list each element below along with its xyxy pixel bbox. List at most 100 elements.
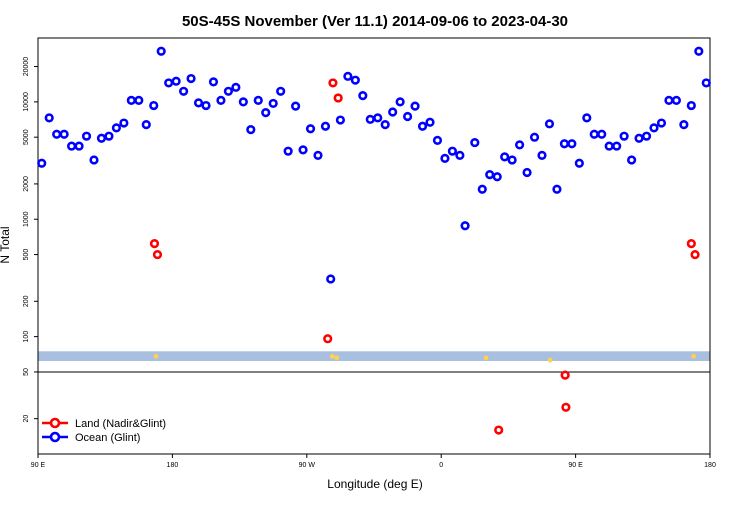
plot-frame [37, 37, 711, 455]
ocean-point [514, 140, 525, 150]
x-axis-title: Longitude (deg E) [327, 477, 422, 491]
ocean-point [335, 115, 346, 125]
ocean-point [246, 125, 256, 135]
ocean-point [89, 155, 99, 165]
y-tick-label: 50 [23, 368, 30, 376]
ocean-point [485, 170, 495, 180]
ocean-point [186, 73, 196, 84]
yellow-markers [153, 353, 696, 363]
ocean-point [179, 86, 189, 96]
ocean-point [686, 100, 696, 111]
ocean-point [52, 129, 62, 139]
ocean-point [373, 113, 383, 123]
ocean-point [350, 75, 360, 85]
y-tick-label: 2000 [23, 176, 30, 192]
ocean-point [552, 184, 562, 194]
x-tick-label: 180 [167, 462, 179, 469]
ocean-point [522, 167, 532, 178]
y-tick-label: 5000 [23, 129, 30, 145]
ocean-point [313, 150, 323, 160]
land-point [149, 239, 160, 249]
ocean-point [126, 95, 136, 105]
yellow-marker [691, 353, 696, 359]
ocean-point [81, 131, 92, 141]
ocean-point [149, 100, 159, 111]
land-point [494, 425, 504, 435]
ocean-point [223, 86, 233, 96]
ocean-point [492, 172, 502, 182]
ocean-point [574, 158, 584, 168]
ocean-point [604, 141, 614, 151]
y-axis: 20 50 100 200 500 1000 2000 5000 10000 20000 [23, 57, 38, 423]
land-point [686, 239, 696, 249]
ocean-point [380, 120, 390, 130]
ocean-point [664, 95, 674, 105]
ocean-point [403, 111, 413, 122]
ocean-point [111, 123, 121, 133]
ocean-point [96, 133, 107, 143]
x-tick-label: 0 [439, 462, 443, 469]
ocean-point [156, 46, 166, 56]
ocean-point [141, 120, 151, 130]
legend-marker [49, 417, 61, 429]
ocean-point [44, 113, 54, 123]
y-tick-label: 100 [23, 331, 30, 343]
ocean-point [500, 152, 510, 162]
y-tick-label: 200 [23, 295, 30, 307]
ocean-point [365, 114, 375, 124]
ocean-point [59, 129, 69, 139]
ocean-point [694, 46, 704, 56]
ocean-point [455, 150, 465, 160]
ocean-point [201, 100, 211, 111]
ocean-point [171, 76, 181, 86]
ocean-point [432, 135, 443, 145]
ocean-point [276, 86, 286, 96]
ocean-point [425, 117, 435, 127]
band-layer [38, 351, 710, 361]
legend-label: Ocean (Glint) [75, 432, 140, 444]
legend-marker [49, 431, 61, 443]
yellow-marker [334, 355, 340, 361]
ocean-point [656, 118, 667, 128]
y-axis-title: N Total [0, 226, 12, 263]
ocean-point [537, 150, 547, 160]
x-tick-label: 90 E [31, 462, 46, 469]
ocean-point [582, 113, 592, 123]
ocean-point [119, 118, 129, 128]
ocean-point [410, 101, 420, 111]
ocean-point [589, 129, 599, 139]
ocean-point [134, 95, 144, 105]
ocean-point [208, 77, 219, 87]
x-tick-label: 90 W [299, 462, 316, 469]
ocean-point [74, 141, 84, 151]
legend: Land (Nadir&Glint) Ocean (Glint) [42, 417, 166, 444]
ocean-point [460, 221, 470, 231]
ocean-point [559, 139, 570, 149]
ocean-point [649, 123, 659, 133]
ocean-point [291, 101, 301, 111]
land-point [690, 249, 700, 260]
ocean-point [326, 274, 336, 284]
ocean-point [619, 131, 629, 141]
land-point [560, 370, 570, 380]
ocean-point [626, 155, 637, 165]
ocean-point [66, 141, 77, 151]
ocean-point [477, 184, 487, 194]
ocean-point [320, 121, 331, 131]
ocean-point [298, 145, 308, 155]
ocean-point [216, 95, 226, 105]
ocean-point [253, 95, 263, 105]
ocean-point [395, 97, 405, 107]
yellow-marker [329, 353, 335, 359]
ocean-point [305, 124, 316, 134]
yellow-marker [547, 357, 553, 363]
ocean-point [447, 146, 458, 156]
ocean-point [507, 155, 517, 165]
ocean-point [567, 139, 577, 149]
x-tick-label: 90 E [568, 462, 583, 469]
ocean-point [671, 95, 682, 105]
ocean-point [104, 131, 114, 141]
ocean-point [358, 91, 368, 101]
data-points [37, 46, 711, 435]
